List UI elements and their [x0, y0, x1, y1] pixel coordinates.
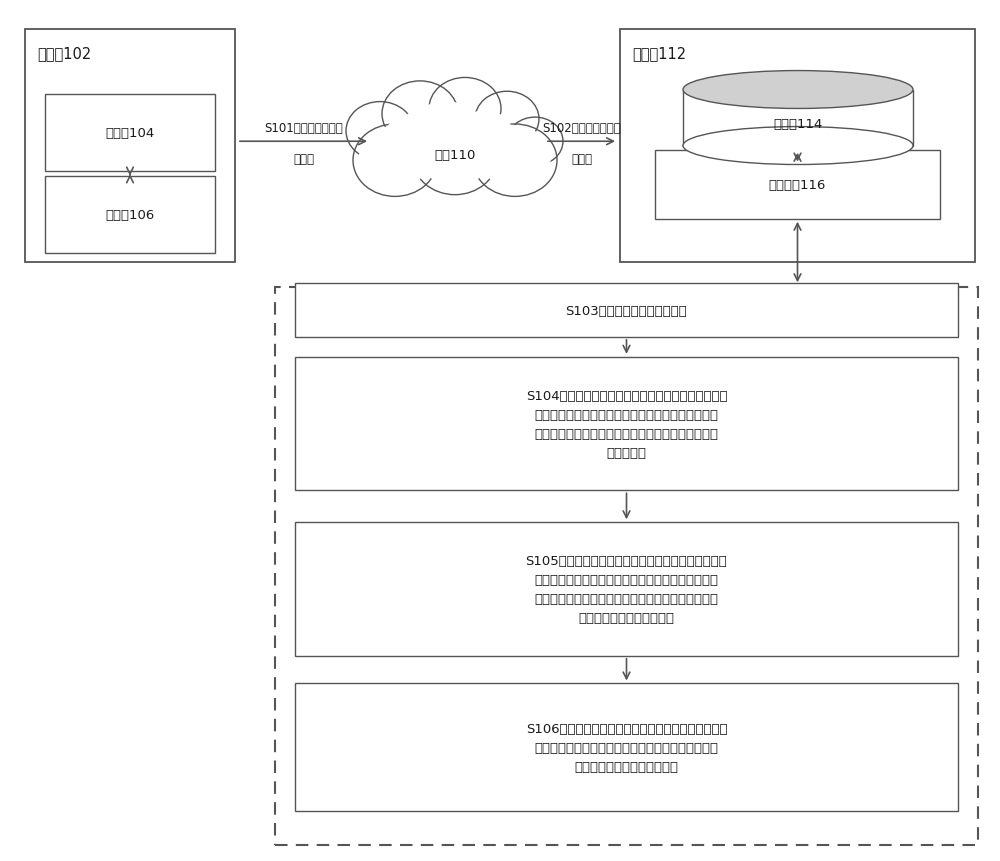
Circle shape — [413, 102, 477, 157]
Text: 数据库114: 数据库114 — [773, 118, 823, 131]
Text: 处理器104: 处理器104 — [105, 127, 155, 140]
Text: 服务器112: 服务器112 — [632, 46, 686, 60]
Circle shape — [419, 125, 491, 187]
Text: S104，在检测到用于请求获取传感器检测数据的获取
指令的情况下，在区块链分类账中获取传感器检测数
据对应的记录信息，记录信息至少包括传感器检测数
据的校验码: S104，在检测到用于请求获取传感器检测数据的获取 指令的情况下，在区块链分类账… — [526, 389, 727, 459]
Text: 网络110: 网络110 — [434, 148, 476, 162]
Text: S102，发送传感器检: S102，发送传感器检 — [542, 122, 621, 135]
Circle shape — [488, 126, 536, 167]
FancyBboxPatch shape — [683, 90, 913, 146]
FancyBboxPatch shape — [45, 95, 215, 172]
FancyBboxPatch shape — [295, 357, 958, 491]
Text: S106，在确定获取到的校验结果中为目标校验结果的
分布式存储节点达到目标数量的情况下，将传感器检
测数据标记为可靠数据并输出: S106，在确定获取到的校验结果中为目标校验结果的 分布式存储节点达到目标数量的… — [526, 722, 727, 773]
FancyBboxPatch shape — [25, 30, 235, 263]
Ellipse shape — [683, 127, 913, 165]
Ellipse shape — [683, 71, 913, 109]
Circle shape — [382, 82, 458, 147]
Circle shape — [457, 111, 513, 159]
Circle shape — [473, 125, 557, 197]
Circle shape — [479, 127, 551, 189]
Text: S101，发送传感器检: S101，发送传感器检 — [264, 122, 343, 135]
Text: S103，将传感器数据进行存储: S103，将传感器数据进行存储 — [566, 304, 687, 318]
Circle shape — [429, 78, 501, 140]
Text: 测数据: 测数据 — [571, 152, 592, 165]
Circle shape — [383, 115, 443, 166]
Text: 测数据: 测数据 — [293, 152, 314, 165]
Circle shape — [359, 127, 431, 189]
FancyBboxPatch shape — [655, 151, 940, 220]
FancyBboxPatch shape — [620, 30, 975, 263]
FancyBboxPatch shape — [295, 684, 958, 811]
FancyBboxPatch shape — [45, 177, 215, 254]
Text: 传感器102: 传感器102 — [37, 46, 91, 60]
Circle shape — [475, 92, 539, 147]
Circle shape — [413, 123, 497, 195]
Text: 存储器106: 存储器106 — [105, 208, 155, 222]
FancyBboxPatch shape — [295, 284, 958, 338]
Text: 处理引擎116: 处理引擎116 — [769, 178, 826, 192]
Text: S105，在区块链分类账对应的多个分布式存储节点中
对记录信息进行校验，获得每一个分布式存储节点的
校验结果，其中，区块链分类账将记录信息分发给多
个分布式存储: S105，在区块链分类账对应的多个分布式存储节点中 对记录信息进行校验，获得每一… — [526, 554, 727, 624]
FancyBboxPatch shape — [295, 523, 958, 656]
Circle shape — [346, 102, 414, 161]
Circle shape — [353, 125, 437, 197]
Circle shape — [507, 118, 563, 166]
